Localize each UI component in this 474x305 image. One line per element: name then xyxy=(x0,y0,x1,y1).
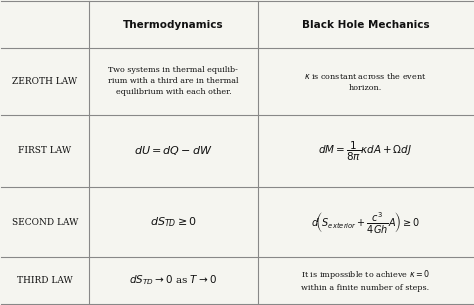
Text: $\kappa$ is constant across the event
horizon.: $\kappa$ is constant across the event ho… xyxy=(304,71,427,92)
Text: $dS_{TD} \rightarrow 0$ as $T \rightarrow 0$: $dS_{TD} \rightarrow 0$ as $T \rightarro… xyxy=(129,273,217,287)
Text: FIRST LAW: FIRST LAW xyxy=(18,146,72,156)
Text: ZEROTH LAW: ZEROTH LAW xyxy=(12,77,78,86)
Text: $dM = \dfrac{1}{8\pi}\kappa dA + \Omega dJ$: $dM = \dfrac{1}{8\pi}\kappa dA + \Omega … xyxy=(318,139,412,163)
Text: SECOND LAW: SECOND LAW xyxy=(12,217,78,227)
Text: Thermodynamics: Thermodynamics xyxy=(123,20,224,30)
Text: Black Hole Mechanics: Black Hole Mechanics xyxy=(301,20,429,30)
Text: Two systems in thermal equilib-
rium with a third are in thermal
equilibrium wit: Two systems in thermal equilib- rium wit… xyxy=(108,66,238,96)
Text: It is impossible to achieve $\kappa = 0$
within a finite number of steps.: It is impossible to achieve $\kappa = 0$… xyxy=(301,268,430,292)
Text: $d\!\left(S_{exterior} + \dfrac{c^3}{4Gh}A\right) \geq 0$: $d\!\left(S_{exterior} + \dfrac{c^3}{4Gh… xyxy=(311,210,420,235)
Text: $dS_{TD} \geq 0$: $dS_{TD} \geq 0$ xyxy=(150,215,197,229)
Text: THIRD LAW: THIRD LAW xyxy=(17,276,73,285)
Text: $dU = dQ - dW$: $dU = dQ - dW$ xyxy=(134,145,213,157)
